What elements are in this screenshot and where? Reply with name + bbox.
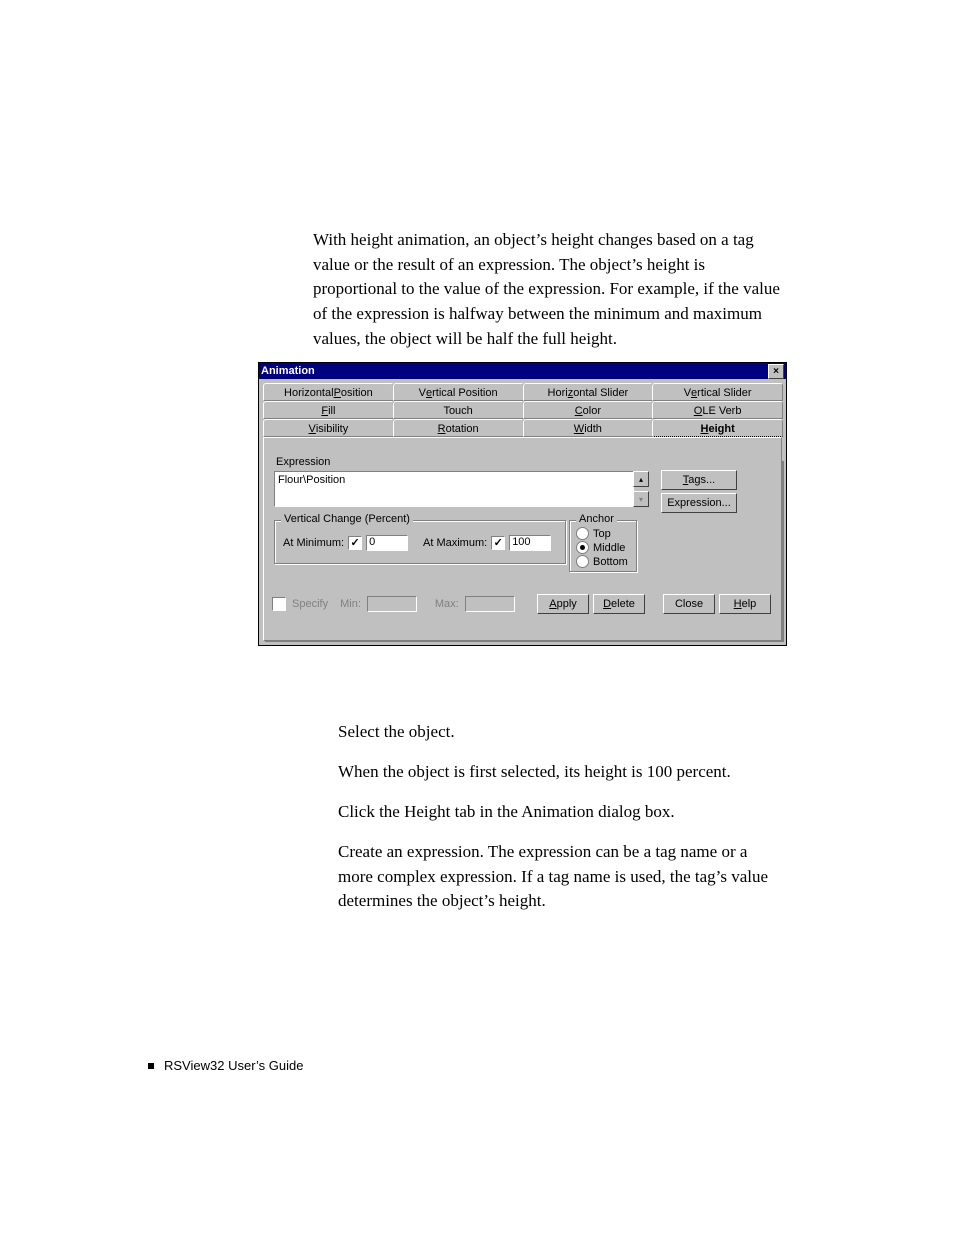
tab-strip: Horizontal PositionVertical PositionHori… bbox=[263, 383, 782, 437]
dialog-title: Animation bbox=[261, 365, 315, 377]
tab-vertical-slider[interactable]: Vertical Slider bbox=[652, 383, 783, 401]
tab-width[interactable]: Width bbox=[523, 419, 654, 437]
anchor-group: Anchor TopMiddleBottom bbox=[569, 520, 637, 572]
at-maximum-checkbox[interactable]: ✓ bbox=[491, 536, 505, 550]
footer-text: RSView32 User’s Guide bbox=[164, 1058, 303, 1073]
at-minimum-checkbox[interactable]: ✓ bbox=[348, 536, 362, 550]
expression-input[interactable]: Flour\Position ▴ ▾ bbox=[274, 471, 634, 507]
close-button[interactable]: Close bbox=[663, 594, 715, 614]
scroll-down-icon[interactable]: ▾ bbox=[633, 491, 649, 507]
scroll-up-icon[interactable]: ▴ bbox=[633, 471, 649, 487]
apply-button[interactable]: Apply bbox=[537, 594, 589, 614]
max-input bbox=[465, 596, 515, 612]
tab-ole-verb[interactable]: OLE Verb bbox=[652, 401, 783, 419]
anchor-radio-bottom[interactable] bbox=[576, 555, 589, 568]
anchor-title: Anchor bbox=[576, 513, 617, 525]
anchor-radio-top[interactable] bbox=[576, 527, 589, 540]
anchor-label-top: Top bbox=[593, 528, 611, 540]
bullet-icon bbox=[148, 1063, 154, 1069]
tab-height[interactable]: Height bbox=[652, 419, 783, 437]
help-button[interactable]: Help bbox=[719, 594, 771, 614]
page-footer: RSView32 User’s Guide bbox=[148, 1058, 303, 1073]
titlebar: Animation × bbox=[259, 363, 786, 379]
tags-button[interactable]: Tags... bbox=[661, 470, 737, 490]
tab-panel: Expression Flour\Position ▴ ▾ Tags... Ex… bbox=[263, 437, 782, 641]
expression-label: Expression bbox=[276, 456, 330, 468]
step-1: Select the object. bbox=[338, 720, 783, 745]
at-maximum-input[interactable]: 100 bbox=[509, 535, 551, 551]
tab-color[interactable]: Color bbox=[523, 401, 654, 419]
step-1-note: When the object is first selected, its h… bbox=[338, 760, 783, 785]
max-label: Max: bbox=[435, 598, 459, 610]
tab-touch[interactable]: Touch bbox=[393, 401, 524, 419]
at-maximum-label: At Maximum: bbox=[423, 537, 487, 549]
expression-button[interactable]: Expression... bbox=[661, 493, 737, 513]
step-3: Create an expression. The expression can… bbox=[338, 840, 783, 914]
tab-rotation[interactable]: Rotation bbox=[393, 419, 524, 437]
anchor-label-middle: Middle bbox=[593, 542, 625, 554]
vertical-change-group: Vertical Change (Percent) At Minimum: ✓ … bbox=[274, 520, 566, 564]
min-label: Min: bbox=[340, 598, 361, 610]
delete-button[interactable]: Delete bbox=[593, 594, 645, 614]
at-minimum-label: At Minimum: bbox=[283, 537, 344, 549]
anchor-label-bottom: Bottom bbox=[593, 556, 628, 568]
tab-horizontal-position[interactable]: Horizontal Position bbox=[263, 383, 394, 401]
anchor-radio-middle[interactable] bbox=[576, 541, 589, 554]
tab-visibility[interactable]: Visibility bbox=[263, 419, 394, 437]
min-input bbox=[367, 596, 417, 612]
specify-checkbox[interactable] bbox=[272, 597, 286, 611]
animation-dialog: Animation × Horizontal PositionVertical … bbox=[258, 362, 787, 646]
expression-value: Flour\Position bbox=[278, 474, 345, 486]
close-icon[interactable]: × bbox=[768, 364, 784, 379]
tab-horizontal-slider[interactable]: Horizontal Slider bbox=[523, 383, 654, 401]
at-minimum-input[interactable]: 0 bbox=[366, 535, 408, 551]
step-2: Click the Height tab in the Animation di… bbox=[338, 800, 783, 825]
intro-paragraph: With height animation, an object’s heigh… bbox=[313, 228, 785, 351]
vertical-change-title: Vertical Change (Percent) bbox=[281, 513, 413, 525]
tab-vertical-position[interactable]: Vertical Position bbox=[393, 383, 524, 401]
tab-fill[interactable]: Fill bbox=[263, 401, 394, 419]
specify-label: Specify bbox=[292, 598, 328, 610]
